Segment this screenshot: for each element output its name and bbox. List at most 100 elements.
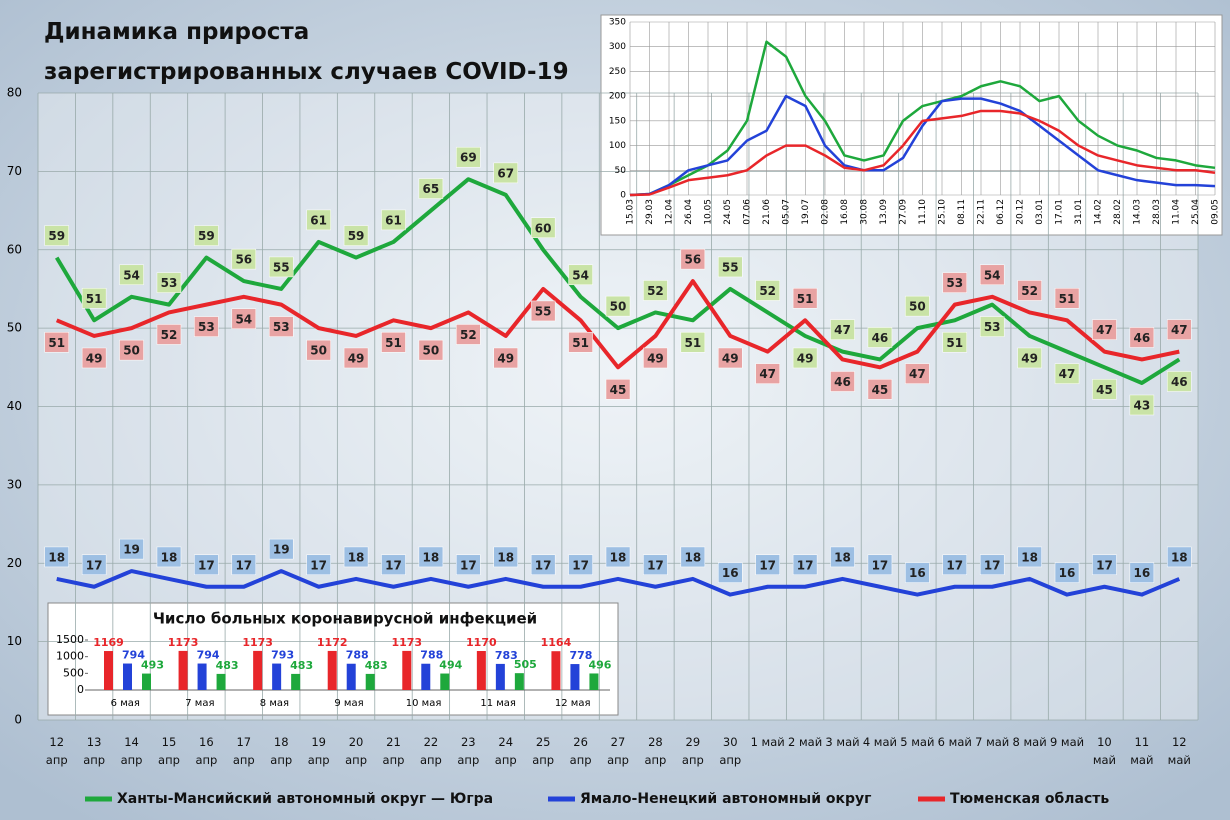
label-box (605, 546, 631, 568)
x-tick-label: 9 май (1049, 735, 1085, 749)
data-label: 59 (348, 229, 365, 243)
bar (551, 651, 561, 690)
data-label: 1164 (541, 636, 572, 649)
x-tick-label: 13 апр (83, 735, 106, 767)
data-label: 18 (610, 550, 627, 564)
label-box (942, 272, 968, 293)
y-tick-label: 100 (609, 141, 626, 151)
label-box (905, 363, 930, 384)
label-box (568, 332, 593, 353)
data-label: 16 (1134, 566, 1151, 580)
label-box (792, 288, 818, 309)
data-label: 17 (86, 558, 103, 572)
label-box (231, 248, 257, 270)
x-tick-label: 30 апр (719, 735, 742, 767)
x-tick-label: 10 мая (406, 698, 442, 709)
x-tick-label: 27 апр (607, 735, 629, 767)
label-box (44, 225, 69, 246)
label-box (568, 554, 593, 576)
data-label: 1173 (168, 636, 199, 649)
label-box (306, 339, 331, 361)
x-tick-label: 19.07 (801, 199, 811, 225)
data-label: 17 (1096, 558, 1113, 572)
y-tick-label: 80 (7, 86, 22, 100)
x-tick-label: 29.03 (645, 199, 655, 225)
x-tick-label: 25.10 (938, 199, 948, 225)
label-box (456, 554, 481, 576)
x-tick-label: 11.10 (918, 199, 928, 225)
data-label: 53 (984, 320, 1001, 334)
data-label: 1173 (391, 636, 422, 649)
data-label: 49 (647, 351, 664, 365)
y-tick-label: 250 (609, 67, 626, 77)
label-box (1167, 371, 1192, 392)
data-label: 1169 (93, 636, 124, 649)
data-label: 17 (759, 558, 776, 572)
data-label: 50 (123, 344, 140, 358)
data-label: 17 (235, 558, 252, 572)
label-box (418, 339, 444, 361)
label-box (119, 538, 144, 560)
data-label: 1173 (242, 636, 273, 649)
data-label: 51 (946, 336, 963, 350)
data-label: 43 (1134, 398, 1151, 412)
x-tick-label: 8 май (1012, 735, 1047, 749)
bar (178, 650, 188, 690)
bar (253, 650, 263, 690)
x-tick-label: 23 апр (457, 735, 480, 767)
data-label: 45 (610, 383, 627, 397)
data-label: 51 (797, 292, 814, 306)
data-label: 18 (834, 550, 851, 564)
bar (104, 651, 113, 690)
data-label: 59 (198, 229, 215, 243)
y-tick-label: 0 (77, 683, 84, 696)
bar (514, 673, 524, 690)
data-label: 794 (197, 649, 220, 662)
data-label: 18 (1021, 550, 1038, 564)
data-label: 483 (365, 659, 388, 672)
y-tick-label: 50 (615, 166, 627, 176)
x-tick-label: 10 май (1092, 735, 1117, 767)
label-box (942, 332, 968, 353)
x-tick-label: 13.09 (879, 199, 889, 225)
chart-title: Динамика прироста зарегистрированных слу… (44, 19, 569, 85)
label-box (194, 554, 219, 576)
label-box (830, 546, 855, 568)
label-box (1092, 379, 1117, 400)
data-label: 56 (235, 253, 252, 267)
data-label: 54 (572, 268, 589, 282)
data-label: 483 (290, 659, 313, 672)
label-box (306, 554, 331, 576)
y-tick-label: 0 (14, 713, 22, 727)
x-tick-label: 17.01 (1055, 199, 1065, 225)
bar (570, 664, 580, 690)
x-tick-label: 12 апр (45, 735, 68, 767)
x-tick-label: 02.08 (821, 199, 831, 225)
data-label: 18 (497, 550, 514, 564)
bar (291, 673, 301, 690)
data-label: 53 (273, 320, 290, 334)
data-label: 1172 (317, 636, 348, 649)
data-label: 17 (797, 558, 814, 572)
data-label: 50 (423, 344, 440, 358)
data-label: 17 (647, 558, 664, 572)
data-label: 55 (722, 260, 739, 274)
x-tick-label: 07.06 (743, 199, 753, 225)
data-label: 18 (423, 550, 440, 564)
x-tick-label: 9 мая (334, 698, 363, 709)
data-label: 51 (86, 292, 103, 306)
x-tick-label: 22 апр (419, 735, 442, 767)
data-label: 47 (909, 367, 926, 381)
data-label: 18 (1171, 550, 1188, 564)
x-tick-label: 30.08 (860, 199, 870, 225)
data-label: 16 (909, 566, 926, 580)
x-tick-label: 14 апр (120, 735, 143, 767)
y-tick-label: 0 (620, 191, 626, 201)
x-tick-label: 24 апр (494, 735, 517, 767)
label-box (1092, 554, 1117, 576)
bar (589, 673, 599, 690)
x-tick-label: 11 мая (480, 698, 516, 709)
x-tick-label: 14.03 (1133, 199, 1143, 225)
label-box (718, 562, 743, 583)
x-tick-label: 7 май (975, 735, 1010, 749)
